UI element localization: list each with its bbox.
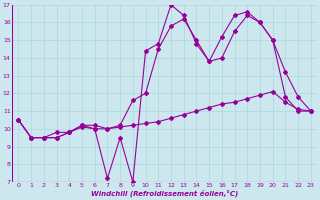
X-axis label: Windchill (Refroidissement éolien,°C): Windchill (Refroidissement éolien,°C): [91, 190, 238, 197]
